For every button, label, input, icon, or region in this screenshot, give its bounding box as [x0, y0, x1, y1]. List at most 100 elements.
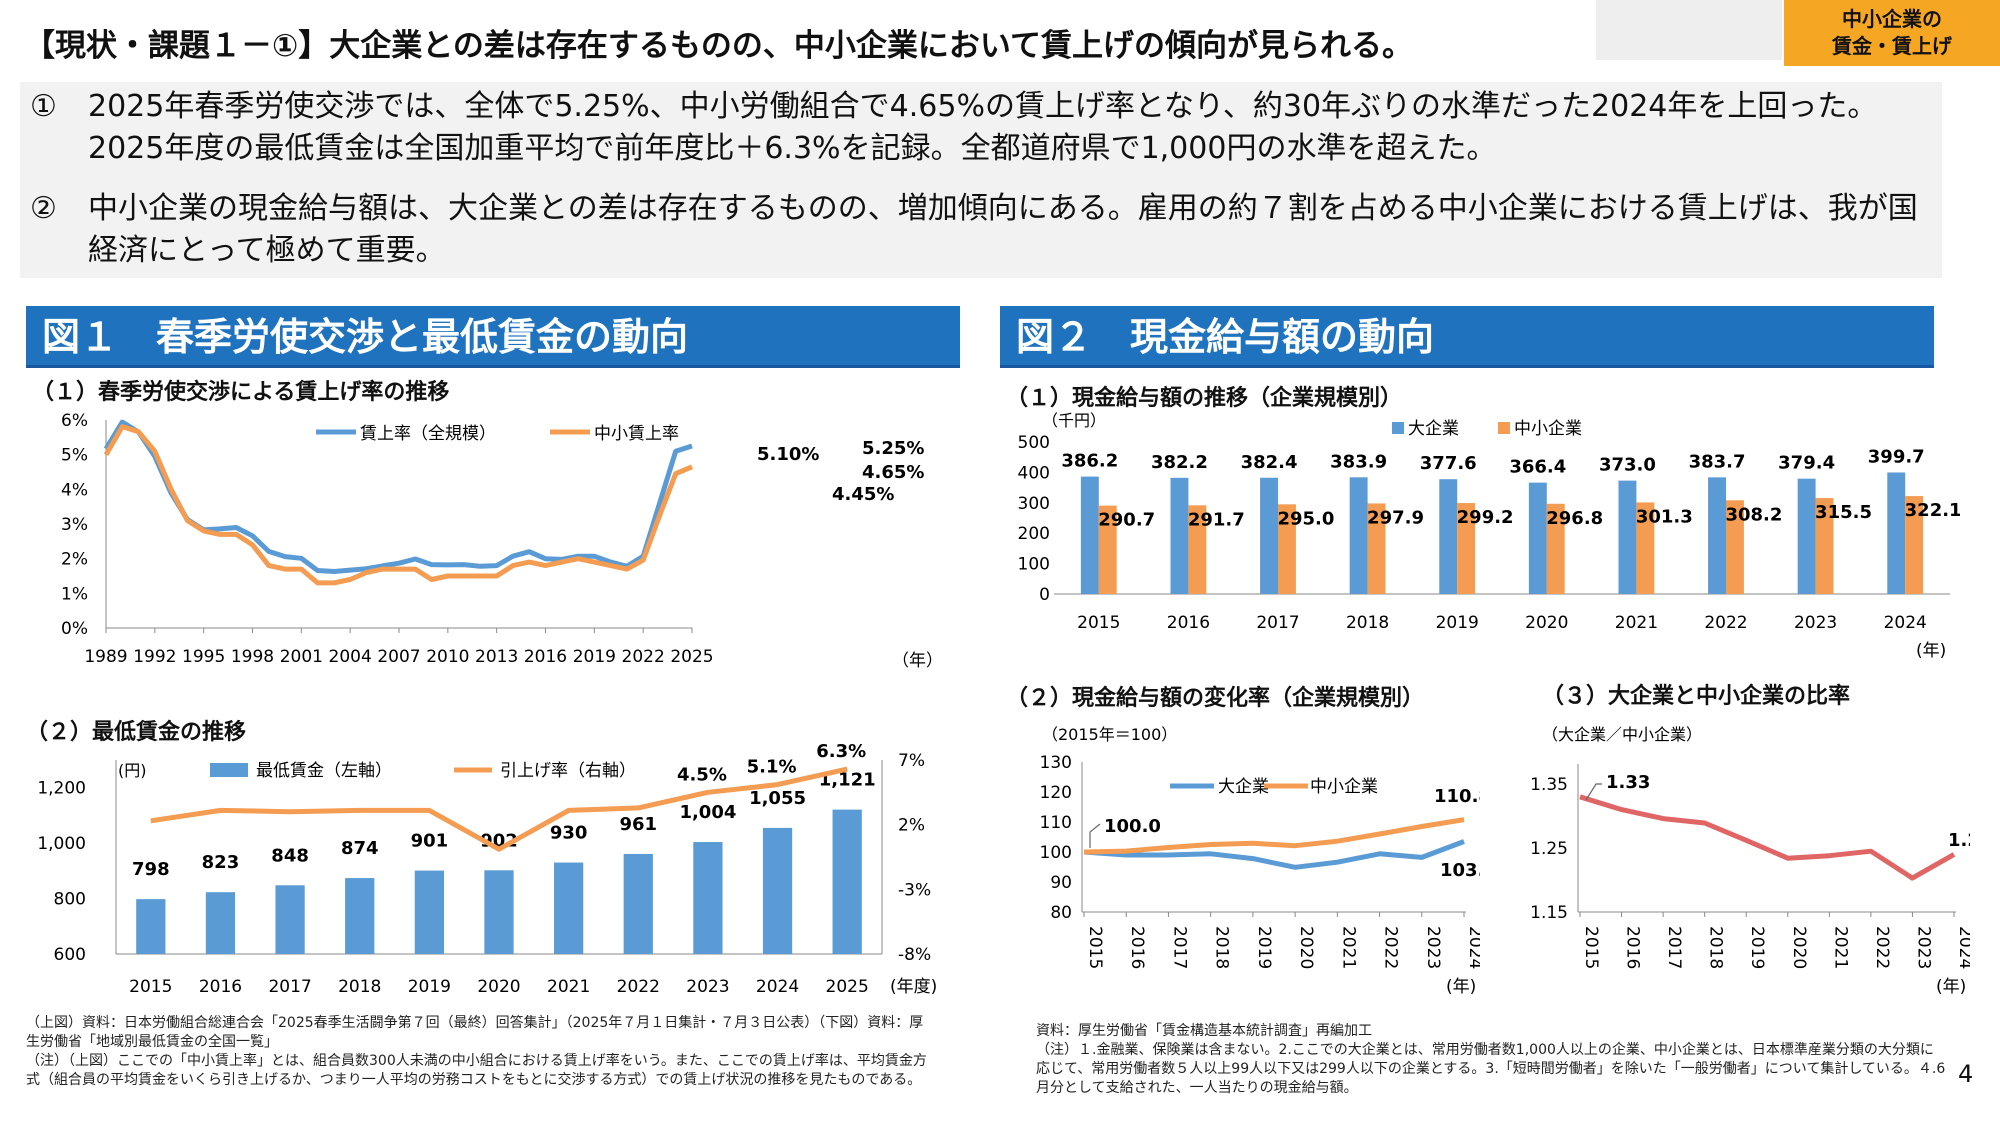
bar-sme-2022 [1726, 500, 1744, 594]
series-line-all [103, 419, 693, 574]
bar-2015 [136, 899, 166, 954]
y-tick-label: 120 [1040, 783, 1072, 803]
data-label-4.65: 4.65% [862, 462, 924, 483]
bar-sme-2018 [1367, 503, 1386, 594]
y-tick-label: 4% [61, 480, 88, 500]
data-label-4.45: 4.45% [832, 484, 894, 505]
x-tick-label: 2020 [1789, 926, 1809, 969]
x-tick-label: 2019 [573, 647, 616, 667]
bar-2023 [693, 842, 723, 954]
bar-value-label: 1,004 [679, 802, 736, 823]
y-tick-label: 200 [1018, 524, 1050, 544]
x-tick-label: 2023 [1794, 613, 1837, 633]
x-tick-label: 2022 [1704, 613, 1747, 633]
bar-2022 [623, 853, 653, 954]
x-tick-label: 2017 [268, 977, 311, 997]
bar-large-2023 [1797, 478, 1816, 594]
bar-value-label: 296.8 [1546, 508, 1603, 529]
figure1-sub2: （２）最低賃金の推移 [26, 720, 247, 745]
y-tick-label: 3% [61, 515, 88, 535]
x-tick-label: 2016 [1623, 926, 1643, 969]
x-tick-label: 2015 [129, 977, 172, 997]
legend-label-all: 賃上率（全規模） [360, 424, 496, 444]
y-tick-label: 90 [1050, 873, 1072, 893]
x-tick-label: 2004 [329, 647, 372, 667]
x-tick-label: 2022 [617, 977, 660, 997]
legend-swatch-large [1392, 422, 1404, 434]
figure2-notes: 資料：厚生労働省「賃金構造基本統計調査」再編加工 （注）１.金融業、保険業は含ま… [1036, 1022, 1946, 1098]
wage-increase-chart: 0%1%2%3%4%5%6%1989 1992 1995 1998 2001 2004 20… [61, 411, 943, 671]
x-tick-label: 2019 [1254, 926, 1274, 969]
x-tick-label: 2017 [1256, 613, 1299, 633]
x-tick-label: 2018 [338, 977, 381, 997]
x-tick-label: 2025 [670, 647, 713, 667]
bar-value-label: 297.9 [1367, 507, 1424, 528]
figure1-notes: （上図）資料：日本労働組合総連合会「2025春季生活闘争第７回（最終）回答集計」… [26, 1014, 936, 1090]
x-axis-unit: (年) [1916, 641, 1946, 661]
raise-rate-line [150, 766, 848, 852]
x-tick-label: 2021 [1615, 613, 1658, 633]
y-tick-label: 5% [61, 446, 88, 466]
legend-label-sme: 中小賃上率 [594, 424, 679, 444]
bar-sme-2023 [1815, 498, 1834, 594]
category-tag-line2: 賃金・賃上げ [1832, 34, 1952, 58]
summary-item-text: 2025年春季労使交渉では、全体で5.25%、中小労働組合で4.65%の賃上げ率… [88, 89, 1878, 166]
category-tag-line1: 中小企業の [1842, 7, 1942, 31]
x-tick-label: 2018 [1212, 926, 1232, 969]
data-label-5.25: 5.25% [862, 438, 924, 459]
y-tick-label: 130 [1040, 753, 1072, 773]
note-line: （上図）資料：日本労働組合総連合会「2025春季生活闘争第７回（最終）回答集計」… [26, 1015, 924, 1050]
bar-sme-2024 [1905, 496, 1924, 594]
series-line-sme [1083, 817, 1465, 855]
bar-sme-2021 [1636, 502, 1655, 594]
page-number: 4 [1958, 1060, 1974, 1088]
x-tick-label: 2015 [1581, 926, 1601, 969]
category-tag: 中小企業の 賃金・賃上げ [1784, 0, 2000, 66]
y-tick-label: 1.25 [1530, 839, 1568, 859]
raise-rate-label: 4.5% [677, 764, 727, 785]
bar-large-2018 [1349, 477, 1368, 594]
y-axis-unit: (円) [118, 761, 147, 780]
bar-value-label: 291.7 [1188, 509, 1245, 530]
bar-value-label: 848 [271, 845, 309, 866]
legend-label-sme: 中小企業 [1514, 419, 1582, 439]
x-tick-label: 2010 [426, 647, 469, 667]
legend-label-raise-rate: 引上げ率（右軸） [500, 761, 636, 781]
y-tick-label-left: 1,000 [37, 834, 86, 854]
legend-label-large: 大企業 [1218, 777, 1269, 797]
figure1-banner: 図１ 春季労使交渉と最低賃金の動向 [26, 306, 960, 368]
bar-2020 [484, 870, 514, 954]
x-tick-label: 2013 [475, 647, 518, 667]
bar-large-2022 [1708, 477, 1726, 594]
y-tick-label-right: 2% [898, 816, 925, 836]
tag-background [1596, 0, 1782, 60]
ratio-note: （大企業／中小企業） [1542, 725, 1702, 744]
x-tick-label: 2021 [1830, 926, 1850, 969]
bar-value-label: 1,121 [819, 770, 876, 791]
x-tick-label: 2020 [1296, 926, 1316, 969]
bar-value-label: 798 [132, 859, 170, 880]
bar-value-label: 930 [550, 823, 588, 844]
x-tick-label: 2021 [1338, 926, 1358, 969]
x-tick-label: 2023 [1913, 926, 1933, 969]
x-tick-label: 2023 [686, 977, 729, 997]
x-tick-label: 2024 [1465, 926, 1480, 969]
bar-sme-2015 [1098, 505, 1117, 594]
x-tick-label: 2019 [408, 977, 451, 997]
x-tick-label: 2020 [1525, 613, 1568, 633]
data-label-1.33: 1.33 [1606, 772, 1650, 793]
y-tick-label-right: -8% [898, 945, 931, 965]
summary-item-text: 中小企業の現金給与額は、大企業との差は存在するものの、増加傾向にある。雇用の約７… [88, 191, 1918, 268]
y-tick-label-left: 600 [54, 945, 86, 965]
series-line-sme [103, 424, 693, 586]
bar-value-label: 379.4 [1778, 453, 1835, 474]
bar-2019 [414, 870, 444, 954]
bar-value-label: 377.6 [1420, 453, 1477, 474]
bar-large-2016 [1170, 477, 1189, 594]
x-tick-label: 1995 [182, 647, 225, 667]
bar-value-label: 299.2 [1457, 507, 1514, 528]
x-tick-label: 2016 [1167, 613, 1210, 633]
x-tick-label: 2022 [1381, 926, 1401, 969]
y-tick-label: 6% [61, 411, 88, 431]
x-axis-unit: (年) [1446, 977, 1476, 997]
